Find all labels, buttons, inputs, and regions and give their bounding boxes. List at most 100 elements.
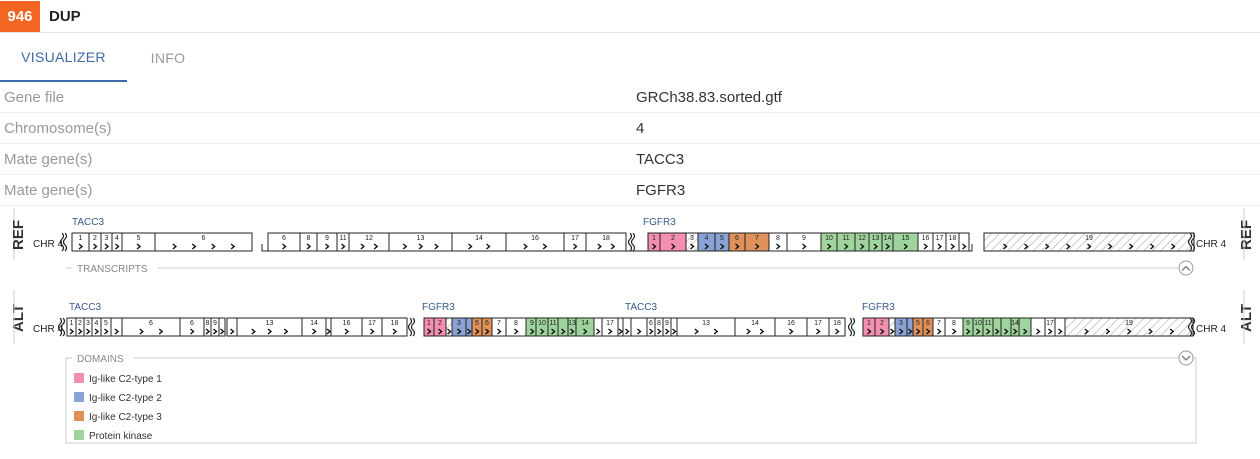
fgfr3-exon: 3 bbox=[894, 317, 908, 337]
event-type-title: DUP bbox=[49, 7, 81, 25]
tab-info[interactable]: INFO bbox=[150, 49, 186, 66]
fgfr3-exon bbox=[557, 317, 569, 337]
svg-text:17: 17 bbox=[1046, 320, 1054, 327]
svg-text:12: 12 bbox=[858, 235, 866, 242]
tacc3-exon: 6 bbox=[179, 317, 205, 337]
alt-chr-right: CHR 4 bbox=[1196, 324, 1226, 335]
tacc3-exon: 6 bbox=[267, 232, 301, 252]
svg-text:7: 7 bbox=[937, 320, 941, 327]
svg-text:2: 2 bbox=[78, 320, 82, 327]
ref-label-left: REF bbox=[10, 220, 27, 250]
svg-text:14: 14 bbox=[581, 320, 589, 327]
fgfr3-exon: 5 bbox=[471, 317, 483, 337]
domains-box bbox=[65, 357, 1197, 444]
svg-text:14: 14 bbox=[751, 320, 759, 327]
svg-text:6: 6 bbox=[190, 320, 194, 327]
tacc3-exon: 18 bbox=[828, 317, 846, 337]
svg-text:17: 17 bbox=[936, 235, 944, 242]
tacc3-exon: 2 bbox=[75, 317, 85, 337]
svg-text:8: 8 bbox=[206, 320, 210, 327]
tacc3-exon: 2 bbox=[88, 232, 102, 252]
svg-text:4: 4 bbox=[115, 235, 119, 242]
tacc3-exon: 18 bbox=[585, 232, 627, 252]
svg-text:9: 9 bbox=[325, 235, 329, 242]
alt-gene-tacc3-2: TACC3 bbox=[625, 302, 657, 313]
svg-text:6: 6 bbox=[485, 320, 489, 327]
fgfr3-exon: 4 bbox=[697, 232, 716, 252]
svg-text:19: 19 bbox=[1085, 235, 1093, 242]
tacc3-exon: 9 bbox=[210, 317, 220, 337]
fgfr3-exon: 10 bbox=[820, 232, 838, 252]
fgfr3-exon: 14 bbox=[575, 317, 595, 337]
svg-text:16: 16 bbox=[531, 235, 539, 242]
fgfr3-exon: 5 bbox=[912, 317, 924, 337]
svg-text:5: 5 bbox=[475, 320, 479, 327]
svg-text:13: 13 bbox=[702, 320, 710, 327]
fgfr3-exon: 3 bbox=[685, 232, 699, 252]
tacc3-exon: 5 bbox=[100, 317, 112, 337]
svg-text:1: 1 bbox=[867, 320, 871, 327]
ref-label-right: REF bbox=[1238, 220, 1255, 250]
svg-text:13: 13 bbox=[417, 235, 425, 242]
fgfr3-exon: 8 bbox=[768, 232, 788, 252]
svg-text:1: 1 bbox=[427, 320, 431, 327]
fgfr3-exon: 7 bbox=[932, 317, 946, 337]
tacc3-exon: 14 bbox=[301, 317, 327, 337]
fgfr3-exon bbox=[1018, 317, 1032, 337]
fgfr3-exon bbox=[465, 317, 473, 337]
transcripts-collapse-icon[interactable] bbox=[1178, 260, 1194, 276]
svg-text:2: 2 bbox=[880, 320, 884, 327]
fgfr3-exon: 14 bbox=[881, 232, 894, 252]
domain-legend-item: Ig-like C2-type 3 bbox=[74, 411, 162, 423]
tacc3-exon: 17 bbox=[806, 317, 830, 337]
svg-text:8: 8 bbox=[657, 320, 661, 327]
svg-text:17: 17 bbox=[368, 320, 376, 327]
event-id-badge: 946 bbox=[0, 0, 40, 32]
svg-text:6: 6 bbox=[926, 320, 930, 327]
domain-name: Ig-like C2-type 1 bbox=[89, 374, 162, 385]
info-value: FGFR3 bbox=[636, 181, 686, 199]
domains-expand-icon[interactable] bbox=[1178, 350, 1194, 366]
fgfr3-exon: 11 bbox=[547, 317, 559, 337]
tacc3-exon: 4 bbox=[111, 232, 123, 252]
svg-text:4: 4 bbox=[95, 320, 99, 327]
fgfr3-exon: 8 bbox=[505, 317, 527, 337]
tacc3-exon: 1 bbox=[66, 317, 77, 337]
svg-text:17: 17 bbox=[814, 320, 822, 327]
fgfr3-exon: 7 bbox=[744, 232, 770, 252]
svg-text:6: 6 bbox=[202, 235, 206, 242]
svg-text:11: 11 bbox=[984, 320, 991, 327]
svg-text:6: 6 bbox=[282, 235, 286, 242]
tacc3-exon: 13 bbox=[236, 317, 303, 337]
tacc3-exon bbox=[622, 317, 632, 337]
fgfr3-exon: 2 bbox=[874, 317, 890, 337]
svg-text:10: 10 bbox=[538, 320, 546, 327]
svg-text:11: 11 bbox=[549, 320, 556, 327]
tab-visualizer[interactable]: VISUALIZER bbox=[0, 33, 127, 82]
fgfr3-exon: 15 bbox=[892, 232, 919, 252]
svg-text:2: 2 bbox=[93, 235, 97, 242]
tacc3-exon: 3 bbox=[83, 317, 93, 337]
svg-text:12: 12 bbox=[365, 235, 373, 242]
fgfr3-exon: 9 bbox=[786, 232, 822, 252]
alt-label-left: ALT bbox=[10, 304, 27, 332]
fgfr3-exon bbox=[888, 317, 896, 337]
tacc3-exon bbox=[325, 317, 332, 337]
fgfr3-exon: 10 bbox=[535, 317, 549, 337]
svg-text:8: 8 bbox=[514, 320, 518, 327]
alt-gene-fgfr3-1: FGFR3 bbox=[422, 302, 455, 313]
info-row-mate-gene-1: Mate gene(s) TACC3 bbox=[0, 144, 1260, 175]
fgfr3-exon: 11 bbox=[836, 232, 856, 252]
fgfr3-exon: 6 bbox=[728, 232, 746, 252]
svg-text:9: 9 bbox=[213, 320, 217, 327]
svg-text:5: 5 bbox=[104, 320, 108, 327]
ref-track: 1 2 3 4 5 6 6 8 9 11 12 13 14 16 17 18 1 2 3 4 5 6 7 8 9 10 11 12 13… bbox=[59, 232, 1196, 252]
svg-text:9: 9 bbox=[802, 235, 806, 242]
svg-text:9: 9 bbox=[966, 320, 970, 327]
svg-text:14: 14 bbox=[475, 235, 483, 242]
svg-text:6: 6 bbox=[649, 320, 653, 327]
svg-text:5: 5 bbox=[916, 320, 920, 327]
fgfr3-exon: 6 bbox=[481, 317, 493, 337]
info-value: TACC3 bbox=[636, 150, 685, 168]
svg-text:17: 17 bbox=[571, 235, 579, 242]
